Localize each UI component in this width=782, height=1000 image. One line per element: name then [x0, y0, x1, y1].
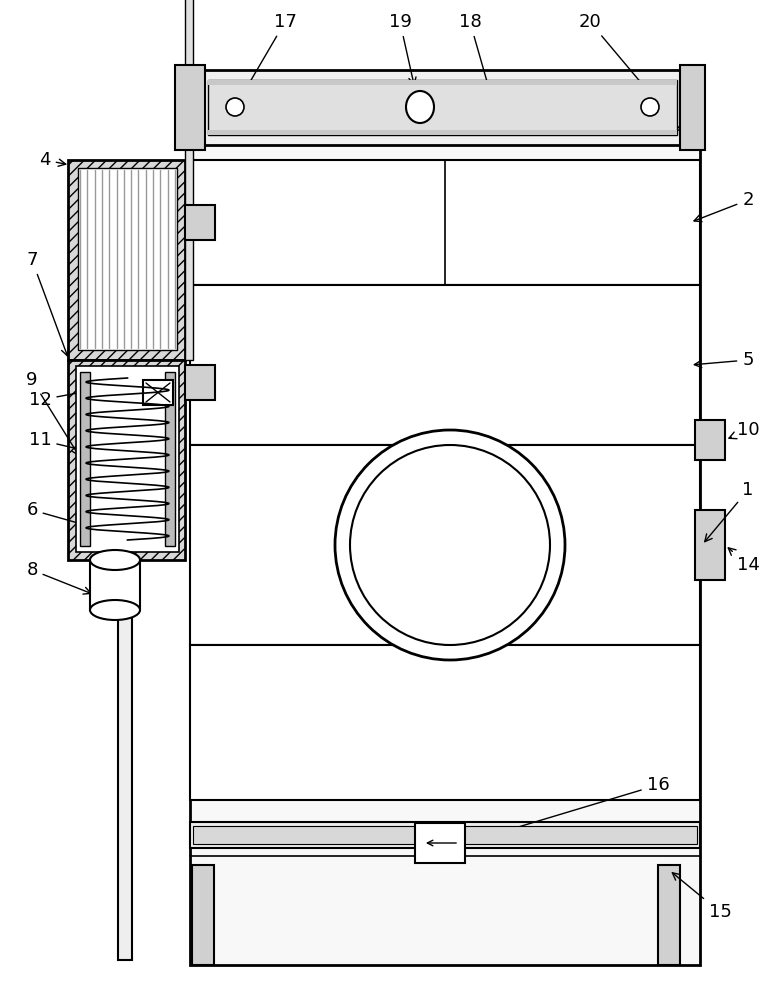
- Bar: [185, 365, 215, 400]
- Bar: [190, 285, 700, 445]
- Text: 9: 9: [27, 371, 79, 455]
- Ellipse shape: [90, 550, 140, 570]
- Text: 1: 1: [705, 481, 754, 542]
- Bar: [190, 160, 700, 285]
- Bar: [200, 70, 685, 145]
- Bar: [68, 360, 185, 560]
- Text: 12: 12: [29, 379, 144, 409]
- Bar: [175, 65, 205, 150]
- Bar: [165, 372, 175, 546]
- Circle shape: [226, 98, 244, 116]
- Text: 19: 19: [389, 13, 416, 85]
- Bar: [190, 125, 700, 965]
- Bar: [208, 80, 677, 85]
- Bar: [185, 0, 193, 360]
- Text: 7: 7: [27, 251, 68, 356]
- Bar: [68, 160, 185, 360]
- Bar: [78, 168, 177, 350]
- Text: 14: 14: [728, 548, 759, 574]
- Bar: [118, 380, 132, 960]
- Text: 11: 11: [29, 431, 120, 461]
- Bar: [415, 823, 465, 863]
- Bar: [76, 366, 179, 552]
- Text: 8: 8: [27, 561, 91, 594]
- Bar: [90, 560, 140, 610]
- Bar: [190, 822, 700, 848]
- Bar: [80, 372, 90, 546]
- Text: 18: 18: [458, 13, 500, 123]
- Bar: [190, 445, 700, 645]
- Circle shape: [335, 430, 565, 660]
- Text: 3: 3: [79, 171, 105, 321]
- Bar: [143, 380, 173, 405]
- Text: 5: 5: [694, 351, 754, 369]
- Text: 10: 10: [729, 421, 759, 439]
- Bar: [695, 510, 725, 580]
- Text: 6: 6: [27, 501, 124, 537]
- Ellipse shape: [90, 600, 140, 620]
- Bar: [208, 80, 677, 135]
- Bar: [680, 65, 705, 150]
- Text: 20: 20: [579, 13, 682, 132]
- Text: 16: 16: [469, 776, 669, 843]
- Bar: [208, 130, 677, 135]
- Bar: [695, 420, 725, 460]
- Text: 15: 15: [673, 873, 731, 921]
- Circle shape: [641, 98, 659, 116]
- Text: 17: 17: [242, 13, 296, 95]
- Bar: [658, 865, 680, 965]
- Bar: [185, 205, 215, 240]
- Text: 2: 2: [694, 191, 754, 222]
- Ellipse shape: [406, 91, 434, 123]
- Bar: [193, 826, 697, 844]
- Bar: [190, 645, 700, 800]
- Bar: [192, 865, 214, 965]
- Text: 4: 4: [39, 151, 66, 169]
- Circle shape: [350, 445, 550, 645]
